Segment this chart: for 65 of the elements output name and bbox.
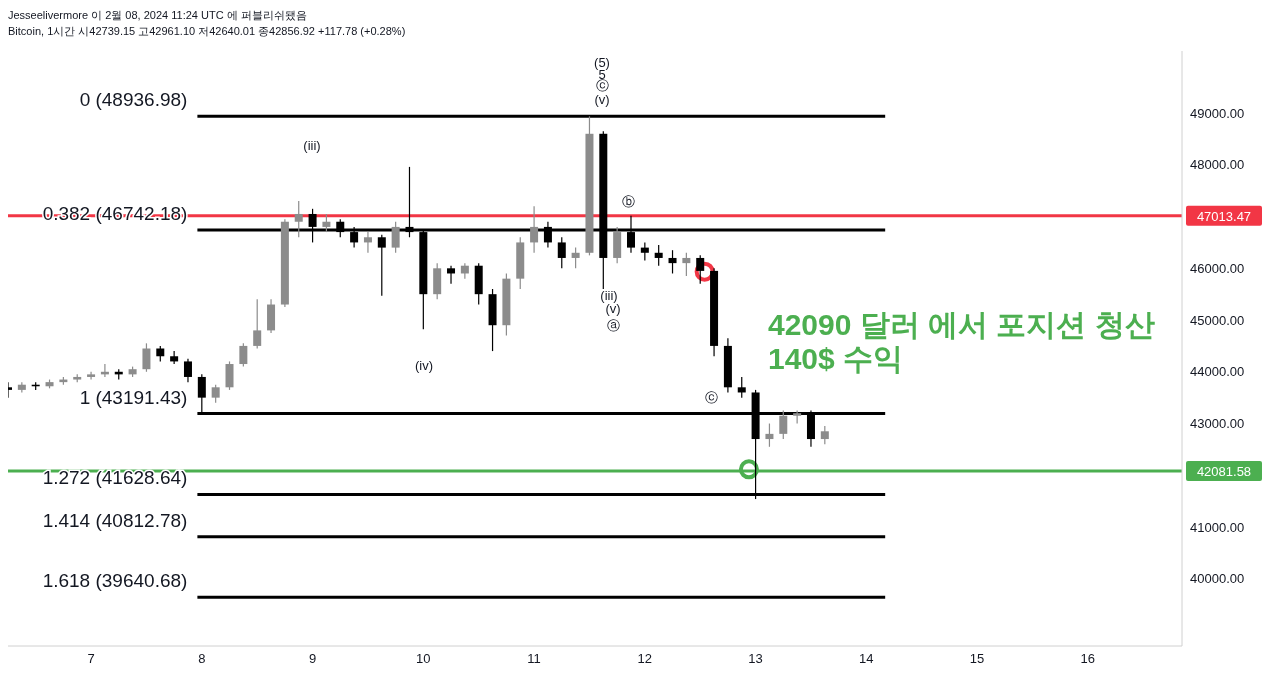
annotation: 140$ 수익: [768, 342, 905, 376]
series-label: 1.618 (39640.68): [42, 570, 188, 592]
y-tick-label: 43000.00: [1190, 416, 1245, 432]
series-label: 1.272 (41628.64): [42, 467, 188, 489]
x-tick-label: 14: [859, 651, 874, 667]
annotation: ⓐ: [606, 317, 620, 335]
candlestick: [377, 234, 386, 297]
y-tick-label: 44000.00: [1190, 364, 1245, 380]
candlestick: [225, 360, 234, 391]
ref-line-label: 42081.58: [1196, 464, 1252, 480]
candlestick: [765, 422, 774, 448]
candlestick: [447, 265, 456, 285]
x-tick-label: 10: [416, 651, 431, 667]
candlestick: [530, 205, 539, 254]
candlestick: [779, 409, 788, 440]
candlestick: [571, 247, 580, 269]
candlestick: [239, 342, 248, 368]
y-tick-label: 49000.00: [1190, 105, 1245, 121]
candlestick: [640, 241, 649, 262]
candlestick: [820, 425, 829, 445]
x-tick-label: 7: [87, 651, 95, 667]
series-label: 0 (48936.98): [79, 89, 188, 111]
annotation: 42090 달러 에서 포지션 청산: [768, 308, 1155, 342]
y-tick-label: 48000.00: [1190, 157, 1245, 173]
annotation: (iii): [303, 137, 321, 153]
candlestick: [557, 236, 566, 269]
x-tick-label: 8: [198, 651, 206, 667]
annotation: ⓑ: [621, 193, 635, 211]
candlestick: [142, 342, 151, 373]
annotation: ⓒ: [704, 389, 718, 407]
candlestick: [322, 213, 331, 233]
x-tick-label: 15: [969, 651, 985, 667]
candlestick: [682, 252, 691, 277]
candlestick: [793, 409, 802, 425]
candlestick: [253, 298, 262, 350]
annotation: (iv): [414, 357, 434, 373]
x-tick-label: 12: [637, 651, 653, 667]
y-tick-label: 41000.00: [1190, 519, 1245, 535]
x-tick-label: 11: [527, 651, 541, 667]
candlestick: [294, 200, 303, 238]
candlestick: [460, 262, 469, 280]
candlestick: [363, 231, 372, 254]
candlestick: [737, 376, 746, 399]
chart-subtitle: Jesseelivermore 이 2월 08, 2024 11:24 UTC 에 퍼블리쉬됐음: [8, 8, 308, 23]
candlestick: [183, 358, 192, 383]
y-tick-label: 45000.00: [1190, 312, 1245, 328]
candlestick: [391, 221, 400, 254]
candlestick: [211, 384, 220, 404]
annotation: (5): [594, 54, 610, 70]
ref-line-label: 47013.47: [1196, 208, 1252, 224]
chart-title: Bitcoin, 1시간 시42739.15 고42961.10 저42640.01 종42856.92 +117.78 (+0.28%): [8, 24, 407, 39]
x-tick-label: 16: [1080, 651, 1096, 667]
annotation: (iii): [600, 287, 618, 303]
candlestick: [654, 244, 663, 267]
candlestick: [696, 254, 705, 285]
y-tick-label: 40000.00: [1190, 571, 1245, 587]
x-tick-label: 9: [308, 651, 317, 667]
candlestick: [668, 249, 677, 275]
candlestick: [87, 371, 96, 381]
x-tick-label: 13: [748, 651, 763, 667]
y-tick-label: 46000.00: [1190, 260, 1245, 276]
series-label: 1 (43191.43): [79, 386, 188, 408]
candlestick: [170, 350, 179, 365]
series-label: 1.414 (40812.78): [42, 509, 188, 531]
annotation: (v): [594, 91, 610, 107]
